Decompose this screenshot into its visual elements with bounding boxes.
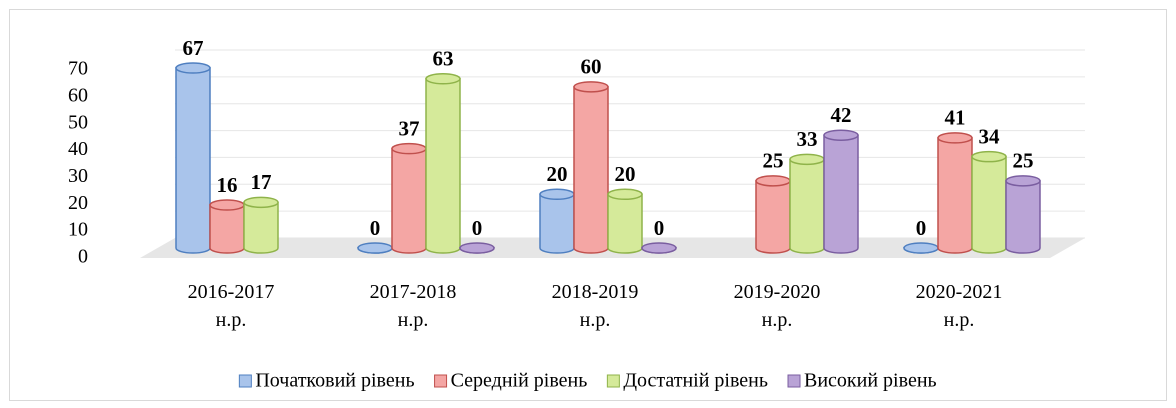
legend-item: Початковий рівень	[238, 370, 415, 392]
y-tick-label: 0	[78, 246, 88, 268]
bar	[539, 193, 575, 254]
value-label: 67	[183, 36, 204, 60]
value-label: 20	[615, 162, 636, 186]
bar-top	[209, 199, 245, 211]
bar-top	[755, 175, 791, 187]
legend-item: Середній рівень	[434, 370, 588, 392]
value-label: 63	[433, 47, 454, 71]
legend-swatch	[434, 374, 448, 388]
y-tick-label: 40	[68, 138, 88, 160]
value-label: 33	[797, 127, 818, 151]
bar-top	[357, 242, 393, 254]
bar-top	[937, 132, 973, 144]
legend-swatch	[787, 374, 801, 388]
x-tick-label: 2016-2017 н.р.	[188, 281, 275, 331]
value-label: 16	[217, 173, 238, 197]
legend-item: Високий рівень	[787, 370, 937, 392]
legend-label: Середній рівень	[451, 370, 588, 392]
bar	[391, 147, 427, 254]
bar-top	[459, 242, 495, 254]
y-tick-label: 70	[68, 58, 88, 80]
bar	[209, 204, 245, 254]
bar-top	[823, 129, 859, 141]
bar-top	[1005, 175, 1041, 187]
y-tick-label: 20	[68, 192, 88, 214]
legend-label: Високий рівень	[804, 370, 937, 392]
value-label: 0	[472, 216, 483, 240]
bar-top	[391, 142, 427, 155]
legend-label: Початковий рівень	[255, 370, 414, 392]
value-label: 41	[945, 106, 966, 130]
bar-top	[789, 153, 825, 166]
value-label: 42	[831, 103, 852, 127]
legend-label: Достатній рівень	[623, 370, 768, 392]
bar	[789, 158, 825, 254]
bar-top	[641, 242, 677, 254]
x-tick-label: 2020-2021 н.р.	[916, 281, 1003, 331]
value-label: 37	[399, 116, 420, 140]
bar-top	[971, 150, 1007, 163]
y-tick-label: 60	[68, 84, 88, 106]
bar-top	[539, 188, 575, 201]
bar-top	[903, 242, 939, 254]
value-label: 34	[979, 124, 1001, 148]
bar	[573, 86, 609, 254]
value-label: 60	[581, 55, 602, 79]
bar	[1005, 180, 1041, 254]
bar	[971, 155, 1007, 254]
bar-top	[573, 81, 609, 93]
legend-swatch	[606, 374, 620, 388]
legend-item: Достатній рівень	[606, 370, 768, 392]
value-label: 0	[654, 216, 665, 240]
bar-top	[607, 188, 643, 201]
y-tick-label: 50	[68, 111, 88, 133]
x-tick-label: 2017-2018 н.р.	[370, 281, 457, 331]
bar-top	[425, 73, 461, 85]
bar	[243, 201, 279, 254]
bar	[937, 137, 973, 254]
bar-top	[243, 196, 279, 209]
bar	[823, 134, 859, 254]
y-tick-label: 30	[68, 165, 88, 187]
value-label: 0	[916, 216, 927, 240]
value-label: 17	[251, 170, 272, 194]
bar-top	[175, 62, 211, 74]
bar	[425, 78, 461, 254]
x-tick-label: 2019-2020 н.р.	[734, 281, 821, 331]
value-label: 25	[1013, 149, 1034, 173]
x-tick-label: 2018-2019 н.р.	[552, 281, 639, 331]
value-label: 0	[370, 216, 381, 240]
value-label: 25	[763, 149, 784, 173]
bar	[175, 67, 211, 254]
legend-swatch	[238, 374, 252, 388]
bar	[607, 193, 643, 254]
bar	[755, 180, 791, 254]
y-tick-label: 10	[68, 219, 88, 241]
value-label: 20	[547, 162, 568, 186]
